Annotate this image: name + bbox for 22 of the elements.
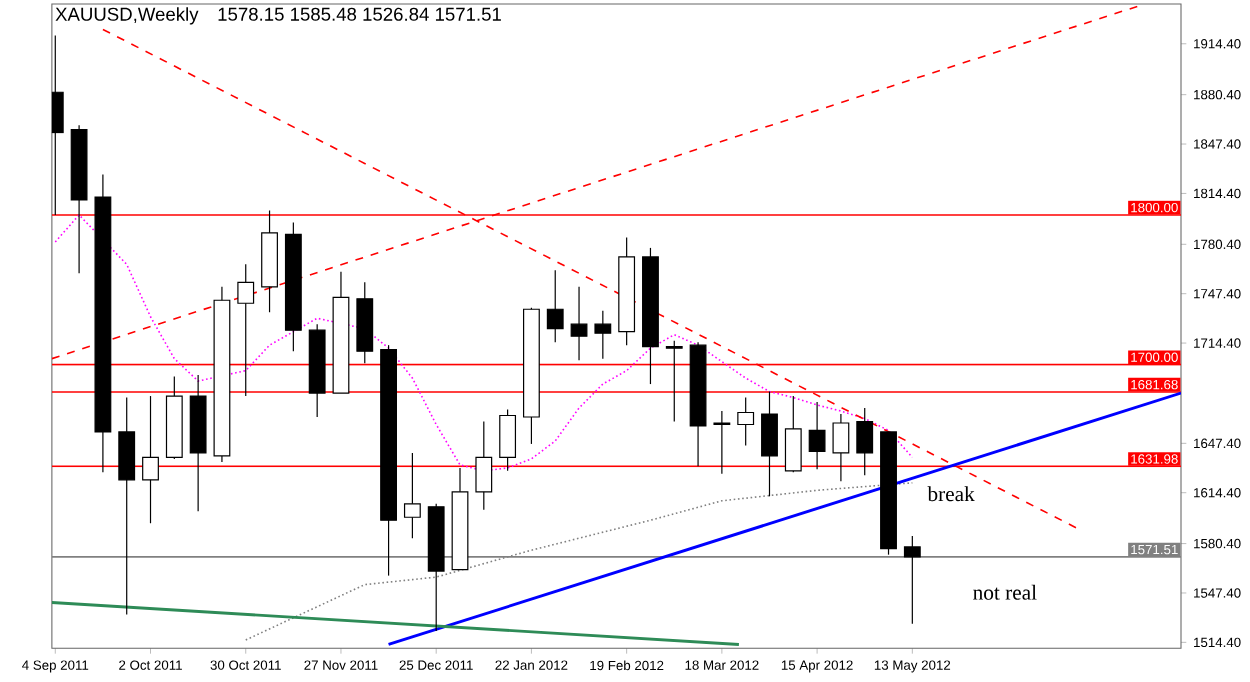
candlestick [856, 407, 874, 477]
candlestick [594, 310, 612, 360]
candlestick [546, 270, 564, 344]
candlestick [118, 397, 136, 616]
candlestick [808, 401, 826, 471]
candlestick [499, 409, 517, 472]
candlestick [784, 395, 802, 474]
candlestick [475, 421, 493, 511]
annotation: break [927, 486, 975, 502]
chart-subtitle: 1578.15 1585.48 1526.84 1571.51 [218, 8, 501, 22]
annotation: not real [973, 585, 1037, 601]
candlestick [403, 452, 421, 540]
chart-title: XAUUSD,Weekly [55, 7, 199, 25]
candlestick [665, 340, 683, 423]
candlestick [737, 397, 755, 447]
candlestick [832, 413, 850, 483]
candlestick [903, 535, 921, 625]
candlestick [761, 391, 778, 498]
candlestick [713, 410, 731, 475]
candlestick [237, 264, 255, 397]
candlestick [570, 286, 588, 362]
candlestick [142, 395, 159, 525]
